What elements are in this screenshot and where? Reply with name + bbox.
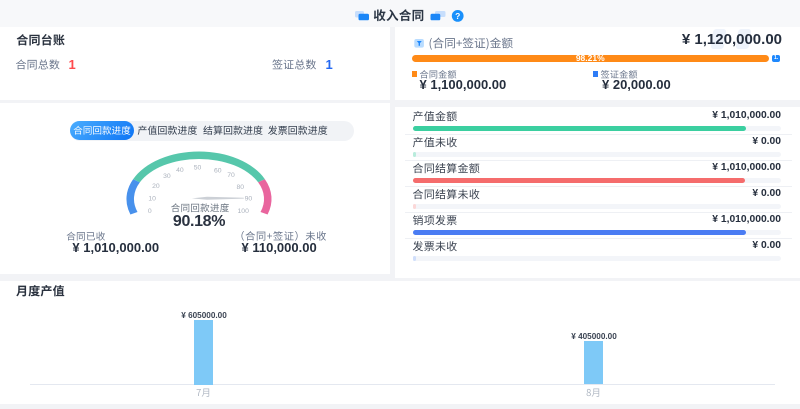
svg-text:90: 90 [245, 195, 253, 202]
svg-text:100: 100 [238, 208, 250, 215]
svg-text:?: ? [455, 11, 460, 21]
svg-text:40: 40 [176, 167, 184, 174]
svg-text:60: 60 [214, 167, 222, 174]
svg-text:70: 70 [227, 172, 235, 179]
svg-text:30: 30 [163, 173, 171, 180]
svg-text:0: 0 [148, 208, 152, 215]
svg-text:80: 80 [237, 184, 245, 191]
svg-text:20: 20 [152, 183, 160, 190]
svg-text:10: 10 [148, 195, 156, 202]
svg-text:50: 50 [194, 165, 202, 172]
